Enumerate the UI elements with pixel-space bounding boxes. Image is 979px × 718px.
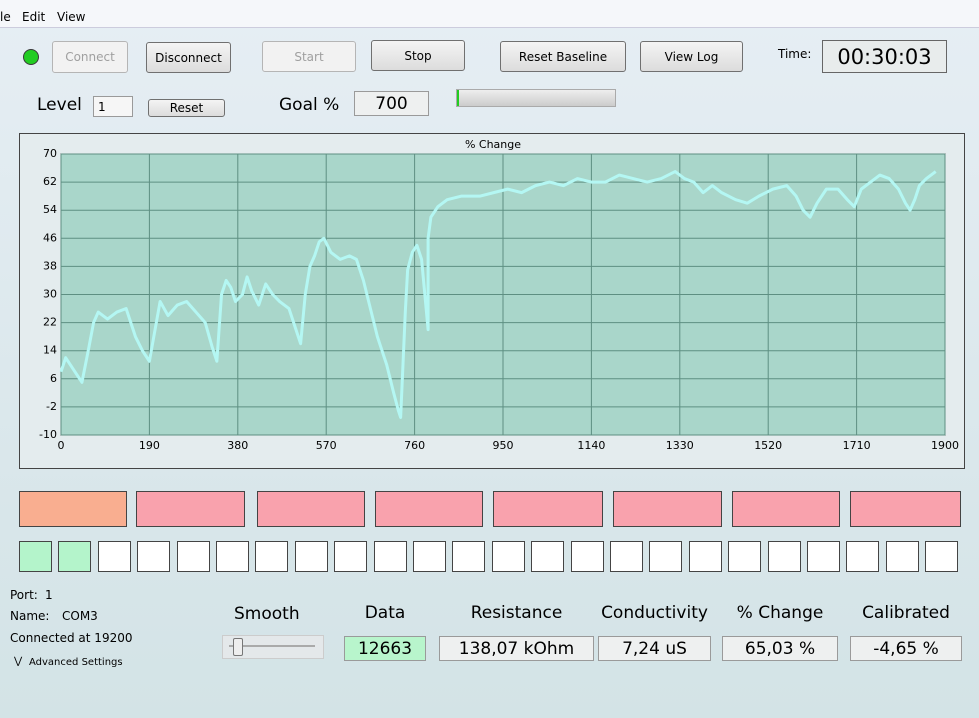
y-tick-label: 30 <box>43 288 57 301</box>
y-tick-label: 6 <box>50 372 57 385</box>
smooth-label: Smooth <box>234 604 300 624</box>
step-box <box>491 541 525 572</box>
level-label: Level <box>37 95 82 115</box>
level-box <box>493 491 603 527</box>
y-tick-label: -2 <box>46 400 57 413</box>
y-tick-label: 54 <box>43 203 57 216</box>
step-box <box>807 541 840 572</box>
menu-view[interactable]: View <box>57 10 86 24</box>
readout-value: 65,03 % <box>722 636 838 661</box>
x-tick-label: 0 <box>58 439 65 452</box>
smooth-slider[interactable] <box>222 635 324 659</box>
readout-value: 12663 <box>344 636 426 661</box>
readout-label: Resistance <box>470 603 563 623</box>
step-box <box>413 541 446 572</box>
status-led <box>23 49 39 65</box>
menu-bar: le Edit View <box>0 0 979 28</box>
x-tick-label: 1710 <box>843 439 871 452</box>
readout-value: 7,24 uS <box>598 636 711 661</box>
chart: % Change -10 -2 6 14 22 30 38 46 54 62 70 0 190 380 57… <box>19 133 965 469</box>
step-box <box>176 541 210 572</box>
level-box <box>732 491 840 527</box>
view-log-button[interactable]: View Log <box>640 41 743 72</box>
readout-label: Conductivity <box>601 603 708 623</box>
menu-file[interactable]: le <box>0 10 11 24</box>
step-box <box>846 541 880 572</box>
step-box <box>649 541 683 572</box>
step-box <box>452 541 486 572</box>
step-box <box>885 541 919 572</box>
slider-track <box>229 645 315 647</box>
chart-title: % Change <box>465 138 521 151</box>
reset-baseline-button[interactable]: Reset Baseline <box>500 41 626 72</box>
step-box <box>58 541 92 572</box>
connect-button[interactable]: Connect <box>52 41 128 73</box>
progress-fill <box>457 90 459 106</box>
time-label: Time: <box>778 47 812 61</box>
x-tick-label: 1330 <box>666 439 694 452</box>
readout-value: -4,65 % <box>850 636 962 661</box>
x-tick-label: 190 <box>139 439 160 452</box>
step-box <box>334 541 368 572</box>
slider-thumb[interactable] <box>233 638 243 656</box>
level-box <box>375 491 483 527</box>
step-box <box>610 541 643 572</box>
step-box <box>97 541 131 572</box>
readout-value: 138,07 kOhm <box>439 636 594 661</box>
disconnect-button[interactable]: Disconnect <box>146 42 231 73</box>
expand-icon[interactable]: ⋁ <box>14 656 23 667</box>
data-line <box>59 170 937 419</box>
step-box <box>925 541 959 572</box>
readout-label: % Change <box>736 603 824 623</box>
level-box <box>19 491 127 527</box>
y-tick-label: 70 <box>43 147 57 160</box>
name-value: COM3 <box>62 609 98 623</box>
x-tick-label: 1520 <box>754 439 782 452</box>
x-tick-label: 1140 <box>577 439 605 452</box>
menu-edit[interactable]: Edit <box>22 10 46 24</box>
step-box <box>294 541 328 572</box>
x-tick-label: 760 <box>404 439 425 452</box>
step-box <box>216 541 249 572</box>
step-box <box>137 541 171 572</box>
y-tick-label: -10 <box>39 428 57 441</box>
port-label: Port: <box>10 588 38 602</box>
y-tick-label: 14 <box>43 344 57 357</box>
x-tick-label: 570 <box>316 439 337 452</box>
name-label: Name: <box>10 609 50 623</box>
readout-label: Data <box>364 603 406 623</box>
progress-bar <box>456 89 616 107</box>
level-box <box>257 491 365 527</box>
goal-input[interactable]: 700 <box>354 91 429 116</box>
x-tick-label: 950 <box>493 439 514 452</box>
level-reset-button[interactable]: Reset <box>148 99 225 117</box>
goal-label: Goal % <box>279 95 340 115</box>
y-tick-label: 62 <box>43 175 57 188</box>
y-tick-label: 38 <box>43 259 57 272</box>
step-box <box>19 541 52 572</box>
readout-label: Calibrated <box>862 603 950 623</box>
step-box <box>373 541 407 572</box>
y-tick-label: 22 <box>43 316 57 329</box>
port-value: 1 <box>45 588 53 602</box>
y-tick-label: 46 <box>43 231 57 244</box>
advanced-settings[interactable]: Advanced Settings <box>29 657 123 668</box>
stop-button[interactable]: Stop <box>371 40 465 71</box>
connection-status: Connected at 19200 <box>10 631 133 645</box>
step-box <box>688 541 722 572</box>
level-box <box>136 491 245 527</box>
level-box <box>613 491 722 527</box>
time-display: 00:30:03 <box>822 40 947 73</box>
x-tick-label: 1900 <box>931 439 959 452</box>
step-box <box>570 541 604 572</box>
step-box <box>531 541 565 572</box>
x-tick-label: 380 <box>227 439 248 452</box>
step-box <box>728 541 762 572</box>
step-box <box>767 541 801 572</box>
start-button[interactable]: Start <box>262 41 356 72</box>
level-input[interactable]: 1 <box>93 96 133 117</box>
step-box <box>255 541 289 572</box>
level-box <box>850 491 961 527</box>
